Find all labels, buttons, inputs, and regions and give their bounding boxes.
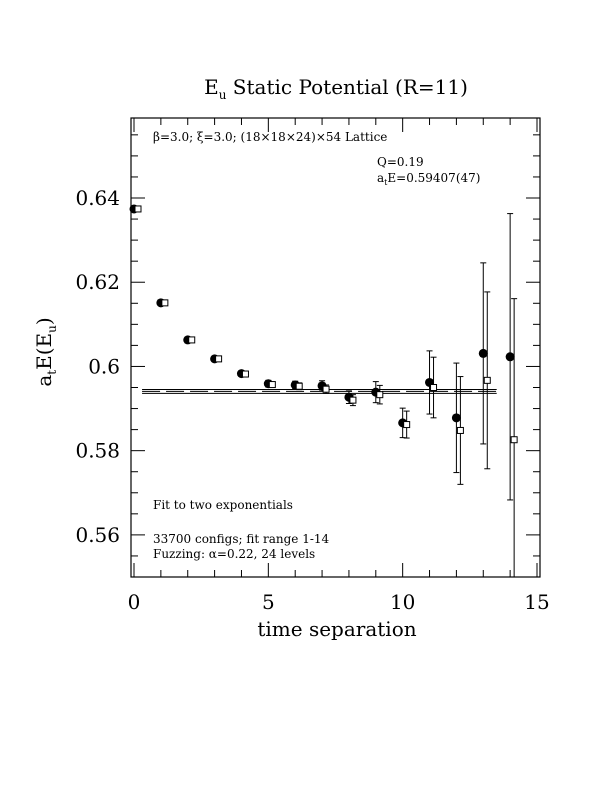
- chart-title: Eu Static Potential (R=11): [204, 75, 468, 102]
- data-series: [129, 204, 518, 577]
- fit-band: [142, 388, 497, 394]
- data-point-square: [510, 436, 518, 444]
- plot-frame: [130, 117, 541, 578]
- axis-ticks: 0 5 10 15 0.56 0.58 0.6 0.62 0.64: [75, 118, 550, 614]
- annotation-configs: 33700 configs; fit range 1-14: [153, 532, 330, 546]
- data-point-square: [188, 336, 196, 344]
- data-point-square: [295, 382, 303, 390]
- data-point: [478, 348, 488, 358]
- x-tick-label: 15: [524, 590, 549, 614]
- plot-border: [130, 117, 541, 578]
- ylabel-mid: E(E: [32, 333, 56, 370]
- annotation-q: Q=0.19: [377, 155, 424, 169]
- title-rest: Static Potential (R=11): [226, 75, 467, 99]
- data-point-square: [349, 396, 357, 404]
- x-axis-label: time separation: [257, 617, 416, 641]
- data-point: [505, 352, 515, 362]
- data-point-square: [161, 299, 169, 307]
- y-tick-label: 0.58: [75, 439, 120, 463]
- x-tick-label: 10: [390, 590, 415, 614]
- ate-post: E=0.59407(47): [387, 171, 480, 185]
- title-main: E: [204, 75, 219, 99]
- data-point-square: [456, 426, 464, 434]
- ylabel-post: ): [32, 317, 56, 325]
- annotation-fit: Fit to two exponentials: [153, 498, 293, 512]
- y-tick-label: 0.62: [75, 270, 120, 294]
- data-point-square: [376, 391, 384, 399]
- data-point-square: [483, 376, 491, 384]
- ate-pre: a: [377, 171, 384, 185]
- title-subscript: u: [219, 88, 227, 102]
- x-tick-label: 5: [262, 590, 275, 614]
- data-point: [451, 413, 461, 423]
- data-point-square: [430, 384, 438, 392]
- ylabel-sub1: t: [45, 370, 59, 375]
- data-point-square: [268, 381, 276, 389]
- ate-sub: t: [384, 178, 388, 187]
- y-axis-label: atE(Eu): [32, 317, 59, 386]
- x-tick-label: 0: [128, 590, 141, 614]
- data-point-square: [134, 205, 142, 213]
- ylabel-pre: a: [32, 375, 56, 387]
- data-point-square: [241, 370, 249, 378]
- ylabel-sub2: u: [45, 325, 59, 333]
- data-point-square: [403, 421, 411, 429]
- annotation-fuzzing: Fuzzing: α=0.22, 24 levels: [153, 547, 315, 561]
- y-tick-label: 0.56: [75, 523, 120, 547]
- y-tick-label: 0.64: [75, 186, 120, 210]
- annotation-ate: atE=0.59407(47): [377, 171, 480, 187]
- data-point-square: [322, 385, 330, 393]
- annotation-lattice: β=3.0; ξ=3.0; (18×18×24)×54 Lattice: [153, 130, 387, 144]
- y-tick-label: 0.6: [88, 354, 120, 378]
- data-point-square: [215, 355, 223, 363]
